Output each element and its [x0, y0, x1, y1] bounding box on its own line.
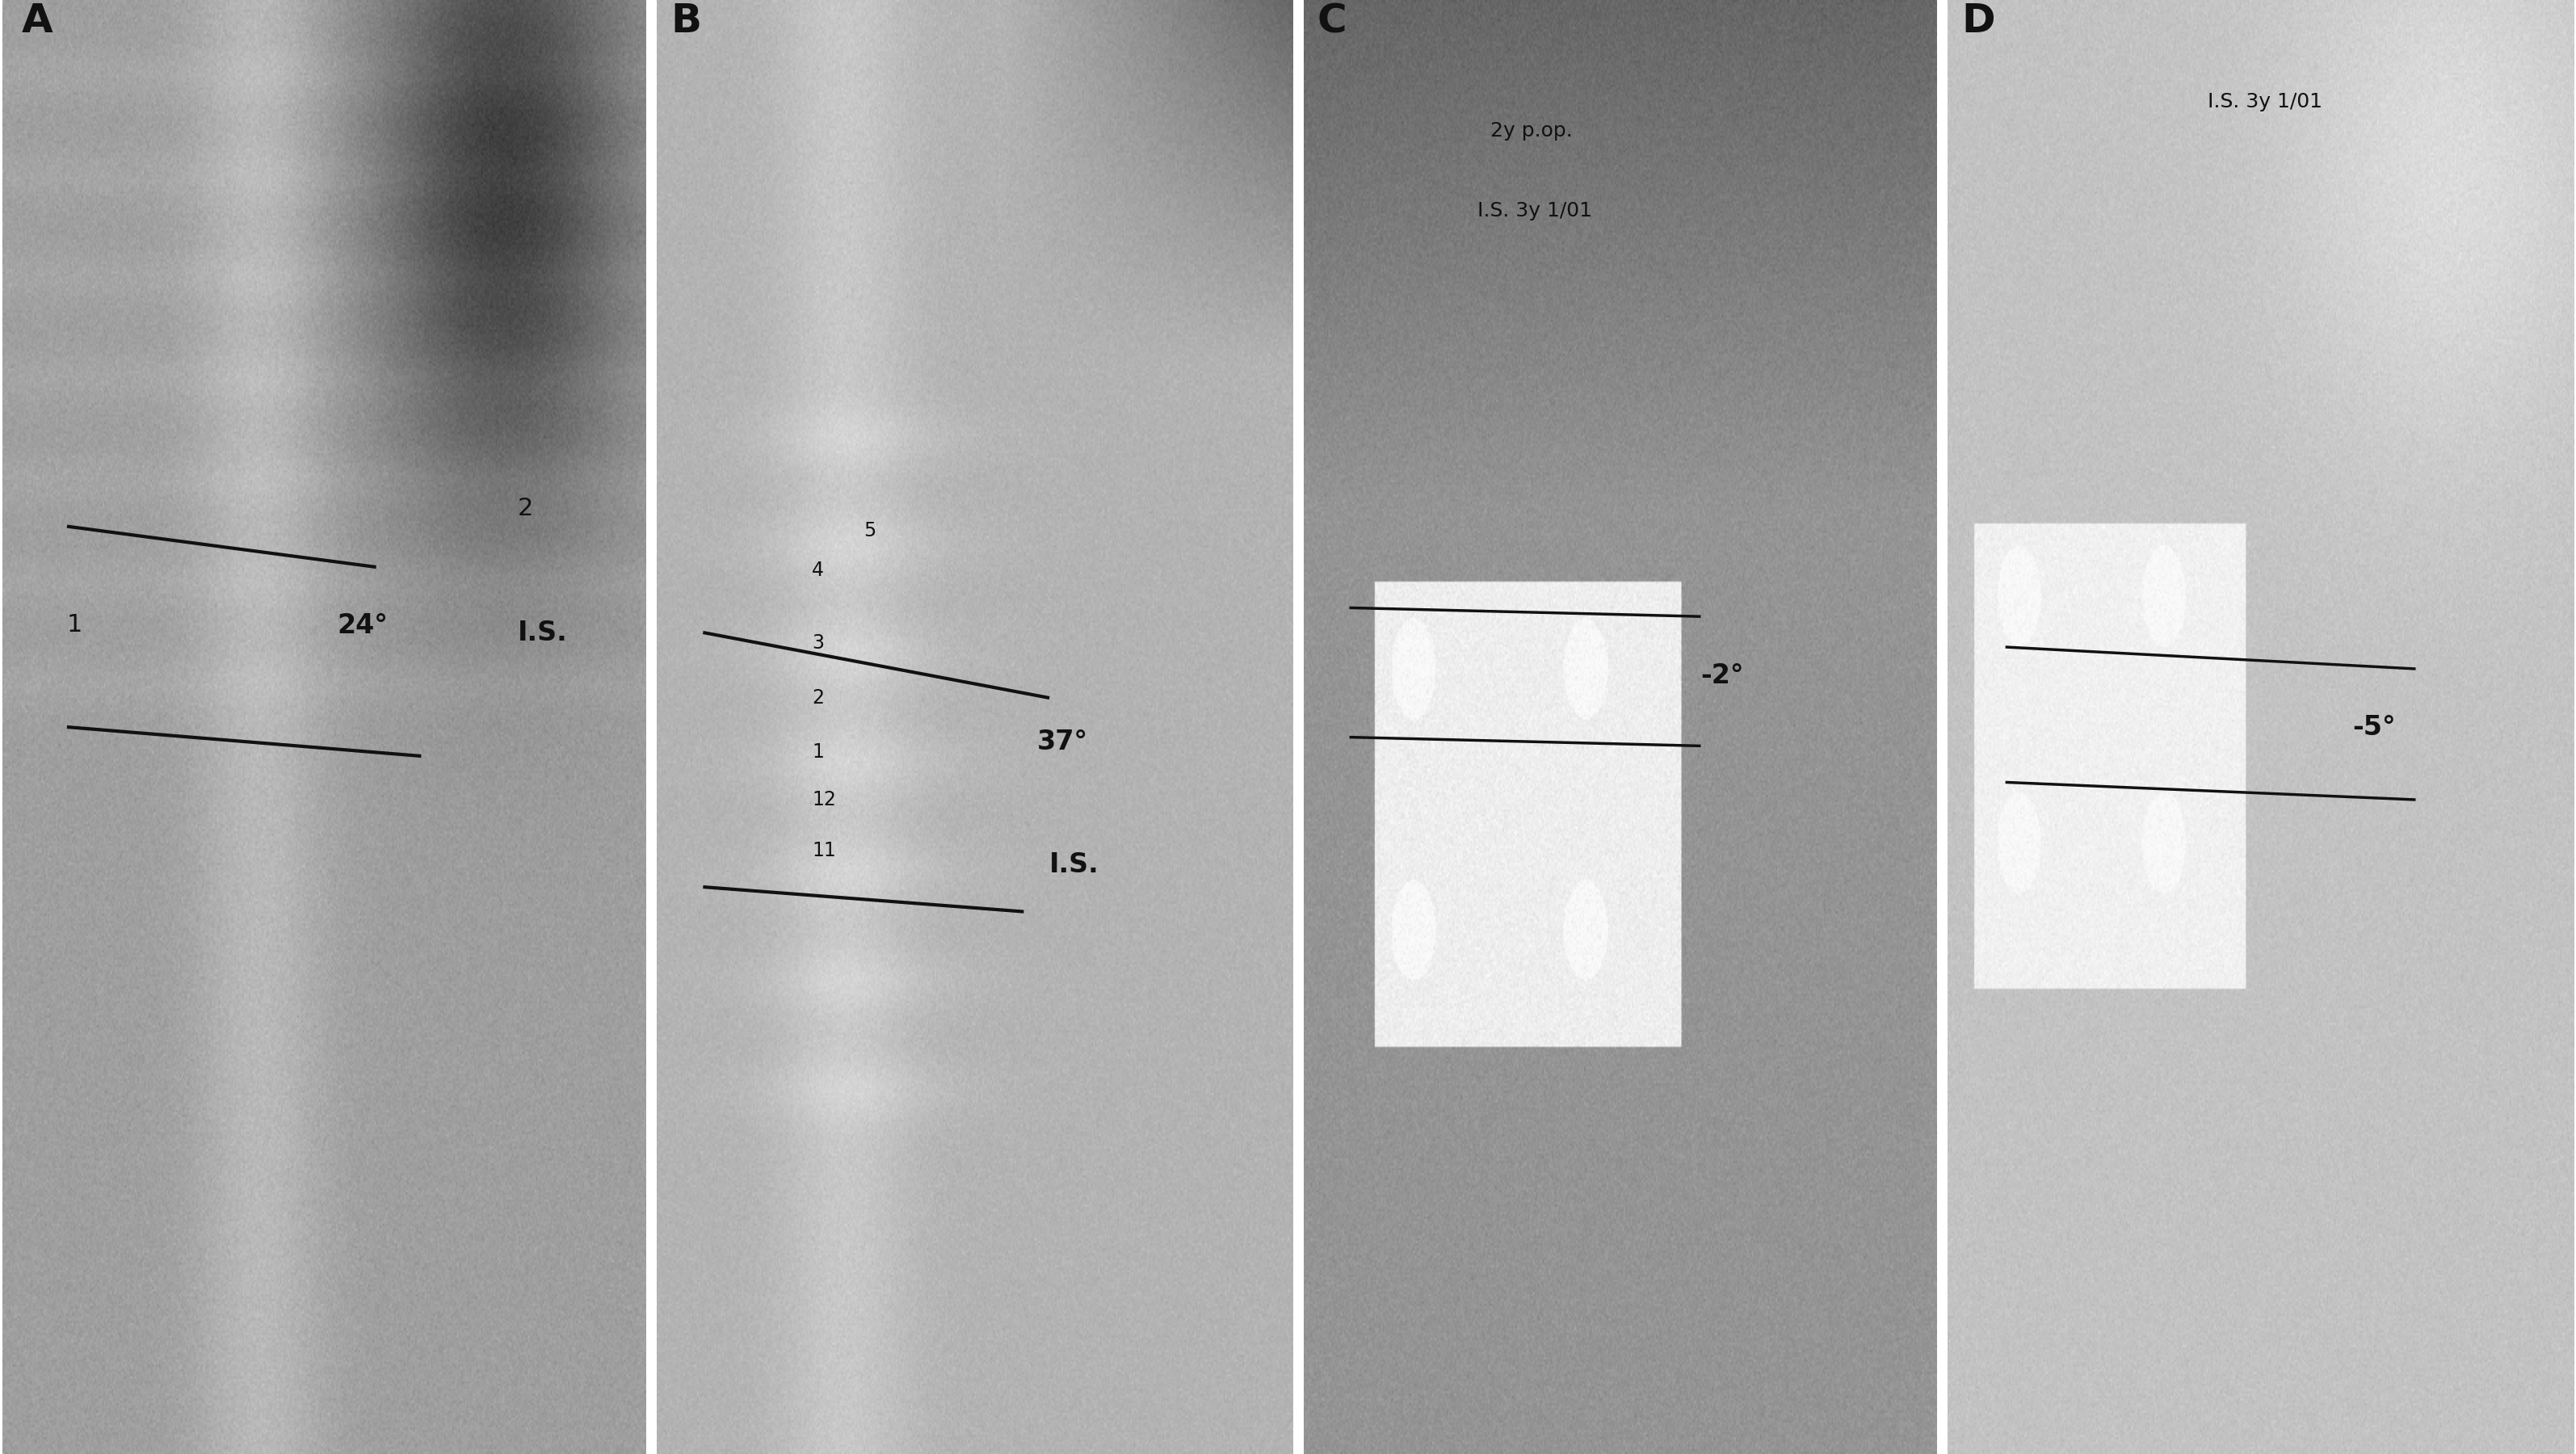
Text: 5: 5	[863, 521, 876, 541]
Text: 2y p.op.: 2y p.op.	[1489, 121, 1571, 141]
Text: -2°: -2°	[1700, 663, 1744, 689]
Text: 3: 3	[811, 632, 824, 653]
Text: 2: 2	[811, 688, 824, 708]
Text: D: D	[1960, 1, 1994, 41]
Text: I.S. 3y 1/01: I.S. 3y 1/01	[1476, 201, 1592, 221]
Text: I.S.: I.S.	[518, 619, 567, 646]
Text: 11: 11	[811, 840, 837, 861]
Text: 37°: 37°	[1036, 728, 1087, 755]
Text: I.S. 3y 1/01: I.S. 3y 1/01	[2208, 92, 2321, 112]
Text: I.S.: I.S.	[1048, 852, 1100, 878]
Text: B: B	[670, 1, 701, 41]
Text: 24°: 24°	[337, 612, 389, 638]
Text: A: A	[21, 1, 54, 41]
Text: 1: 1	[811, 742, 824, 762]
Text: 2: 2	[518, 497, 533, 521]
Text: 1: 1	[67, 614, 82, 637]
Text: 4: 4	[811, 560, 824, 580]
Text: C: C	[1316, 1, 1347, 41]
Text: 12: 12	[811, 790, 837, 810]
Text: -5°: -5°	[2352, 714, 2396, 740]
